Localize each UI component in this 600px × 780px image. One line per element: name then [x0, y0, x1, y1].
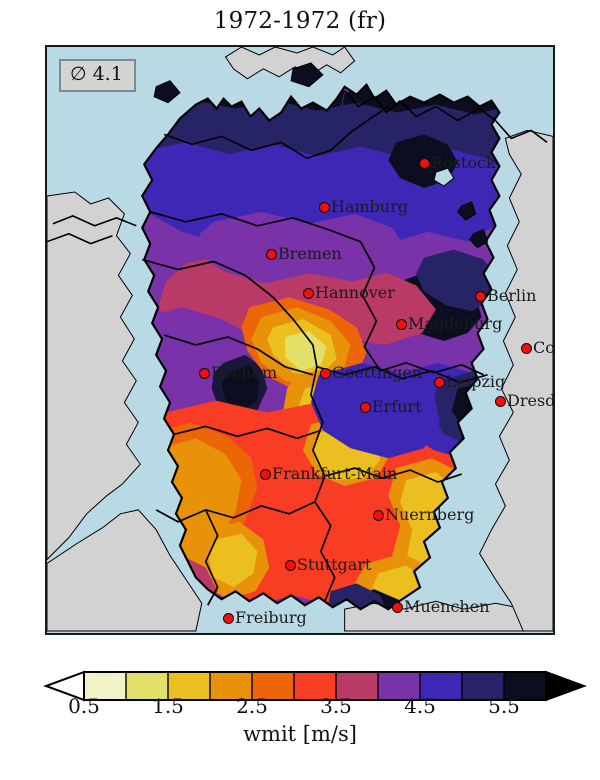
- colorbar-region[interactable]: 0.5 1.5 2.5 3.5 4.5 5.5 wmit [m/s]: [0, 660, 600, 780]
- city-dot-icon: [434, 377, 445, 388]
- city-dot-icon: [396, 319, 407, 330]
- city-label: Muenchen: [404, 597, 490, 616]
- colorbar-tick-5: 5.5: [488, 694, 520, 718]
- colorbar-swatches[interactable]: [0, 660, 600, 720]
- city-dot-icon: [495, 396, 506, 407]
- city-dot-icon: [199, 368, 210, 379]
- coastline-detail: [47, 90, 548, 245]
- city-label: Magdeburg: [408, 314, 503, 333]
- city-label: Nuernberg: [385, 505, 475, 524]
- neighbour-landmass: [47, 47, 553, 632]
- colorbar-over-cap: [545, 670, 587, 702]
- city-dot-icon: [260, 469, 271, 480]
- city-label: Cottbus: [533, 338, 555, 357]
- city-label: Berlin: [487, 286, 537, 305]
- city-label: Stuttgart: [297, 555, 372, 574]
- map-panel[interactable]: ∅ 4.1 Rostock Hamburg Bremen Hannover Be…: [45, 45, 555, 635]
- city-dot-icon: [392, 602, 403, 613]
- city-dot-icon: [419, 158, 430, 169]
- city-dot-icon: [373, 510, 384, 521]
- colorbar-bands: [84, 672, 546, 700]
- colorbar-axis-label: wmit [m/s]: [243, 722, 357, 746]
- page-title: 1972-1972 (fr): [213, 8, 387, 34]
- city-dot-icon: [475, 291, 486, 302]
- city-dot-icon: [320, 368, 331, 379]
- colorbar-tick-3: 3.5: [320, 694, 352, 718]
- city-label: Goettingen: [332, 363, 423, 382]
- colorbar-tick-0: 0.5: [68, 694, 100, 718]
- city-dot-icon: [360, 402, 371, 413]
- colorbar-tick-2: 2.5: [236, 694, 268, 718]
- city-label: Freiburg: [235, 608, 307, 627]
- wind-speed-heatmap: [47, 47, 553, 633]
- city-dot-icon: [521, 343, 532, 354]
- colorbar-tick-1: 1.5: [152, 694, 184, 718]
- city-dot-icon: [223, 613, 234, 624]
- city-label: Rostock: [431, 153, 496, 172]
- island-shapes: [153, 62, 489, 249]
- city-label: Hamburg: [331, 197, 409, 216]
- mean-value-badge: ∅ 4.1: [59, 59, 136, 92]
- germany-outline: [140, 82, 501, 611]
- city-label: Leipzig: [446, 372, 506, 391]
- city-label: Bochum: [211, 363, 278, 382]
- city-label: Hannover: [315, 283, 395, 302]
- state-borders: [142, 211, 488, 606]
- city-label: Dresden: [507, 391, 555, 410]
- city-label: Bremen: [278, 244, 342, 263]
- city-label: Frankfurt-Main: [272, 464, 398, 483]
- city-dot-icon: [266, 249, 277, 260]
- colorbar-tick-4: 4.5: [404, 694, 436, 718]
- city-dot-icon: [319, 202, 330, 213]
- colorbar-dividers: [125, 672, 505, 700]
- city-label: Erfurt: [372, 397, 422, 416]
- city-dot-icon: [285, 560, 296, 571]
- city-dot-icon: [303, 288, 314, 299]
